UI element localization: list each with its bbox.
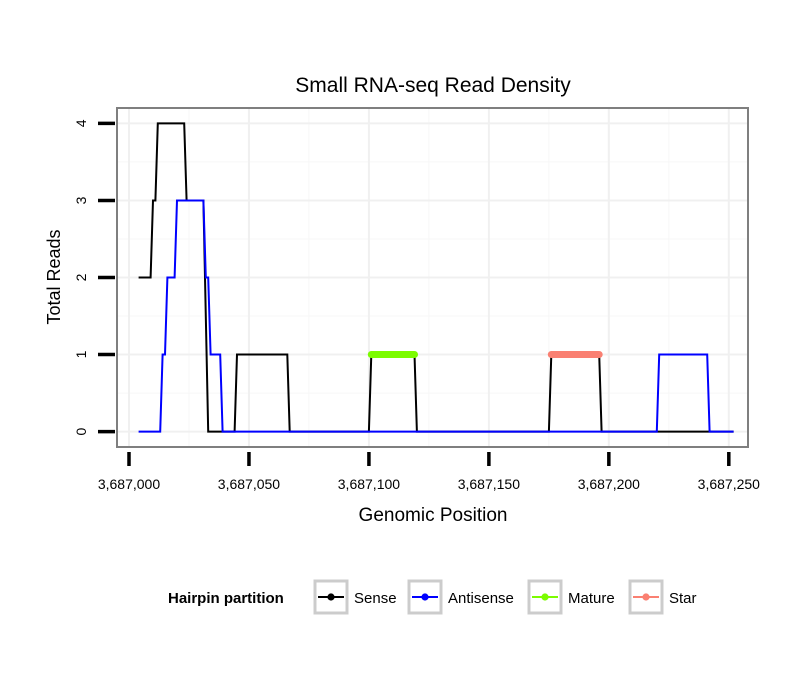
legend-key-point	[642, 593, 650, 601]
legend-key-star	[628, 579, 664, 615]
x-tick-label: 3,687,100	[338, 476, 400, 492]
legend-title: Hairpin partition	[168, 590, 284, 607]
y-axis: 0 1 2 3 4	[73, 119, 115, 435]
y-tick-label: 4	[73, 119, 89, 127]
series-lines	[138, 122, 734, 433]
x-axis-label: Genomic Position	[359, 505, 508, 526]
legend-label-star: Star	[669, 590, 697, 607]
legend-key-point	[421, 593, 429, 601]
legend: Hairpin partition Sense Antisense Mature St…	[168, 579, 697, 615]
y-axis-label: Total Reads	[44, 229, 64, 324]
x-tick-label: 3,687,250	[698, 476, 760, 492]
y-tick-label: 1	[73, 350, 89, 358]
grid-lines	[117, 108, 748, 447]
plot-border	[116, 107, 749, 448]
series-line-antisense	[138, 199, 734, 433]
x-tick-label: 3,687,050	[218, 476, 280, 492]
legend-label-sense: Sense	[354, 590, 397, 607]
legend-key-point	[327, 593, 335, 601]
legend-label-antisense: Antisense	[448, 590, 514, 607]
chart-title: Small RNA-seq Read Density	[295, 74, 571, 97]
legend-key-sense	[313, 579, 349, 615]
x-tick-label: 3,687,000	[98, 476, 160, 492]
series-line-sense	[138, 122, 734, 433]
y-tick-label: 2	[73, 273, 89, 281]
legend-label-mature: Mature	[568, 590, 615, 607]
y-tick-label: 0	[73, 427, 89, 435]
legend-key-mature	[527, 579, 563, 615]
legend-key-antisense	[407, 579, 443, 615]
legend-key-point	[541, 593, 549, 601]
x-tick-label: 3,687,200	[578, 476, 640, 492]
x-tick-label: 3,687,150	[458, 476, 520, 492]
y-tick-label: 3	[73, 196, 89, 204]
x-axis: 3,687,000 3,687,050 3,687,100 3,687,150 3,68…	[98, 452, 760, 492]
